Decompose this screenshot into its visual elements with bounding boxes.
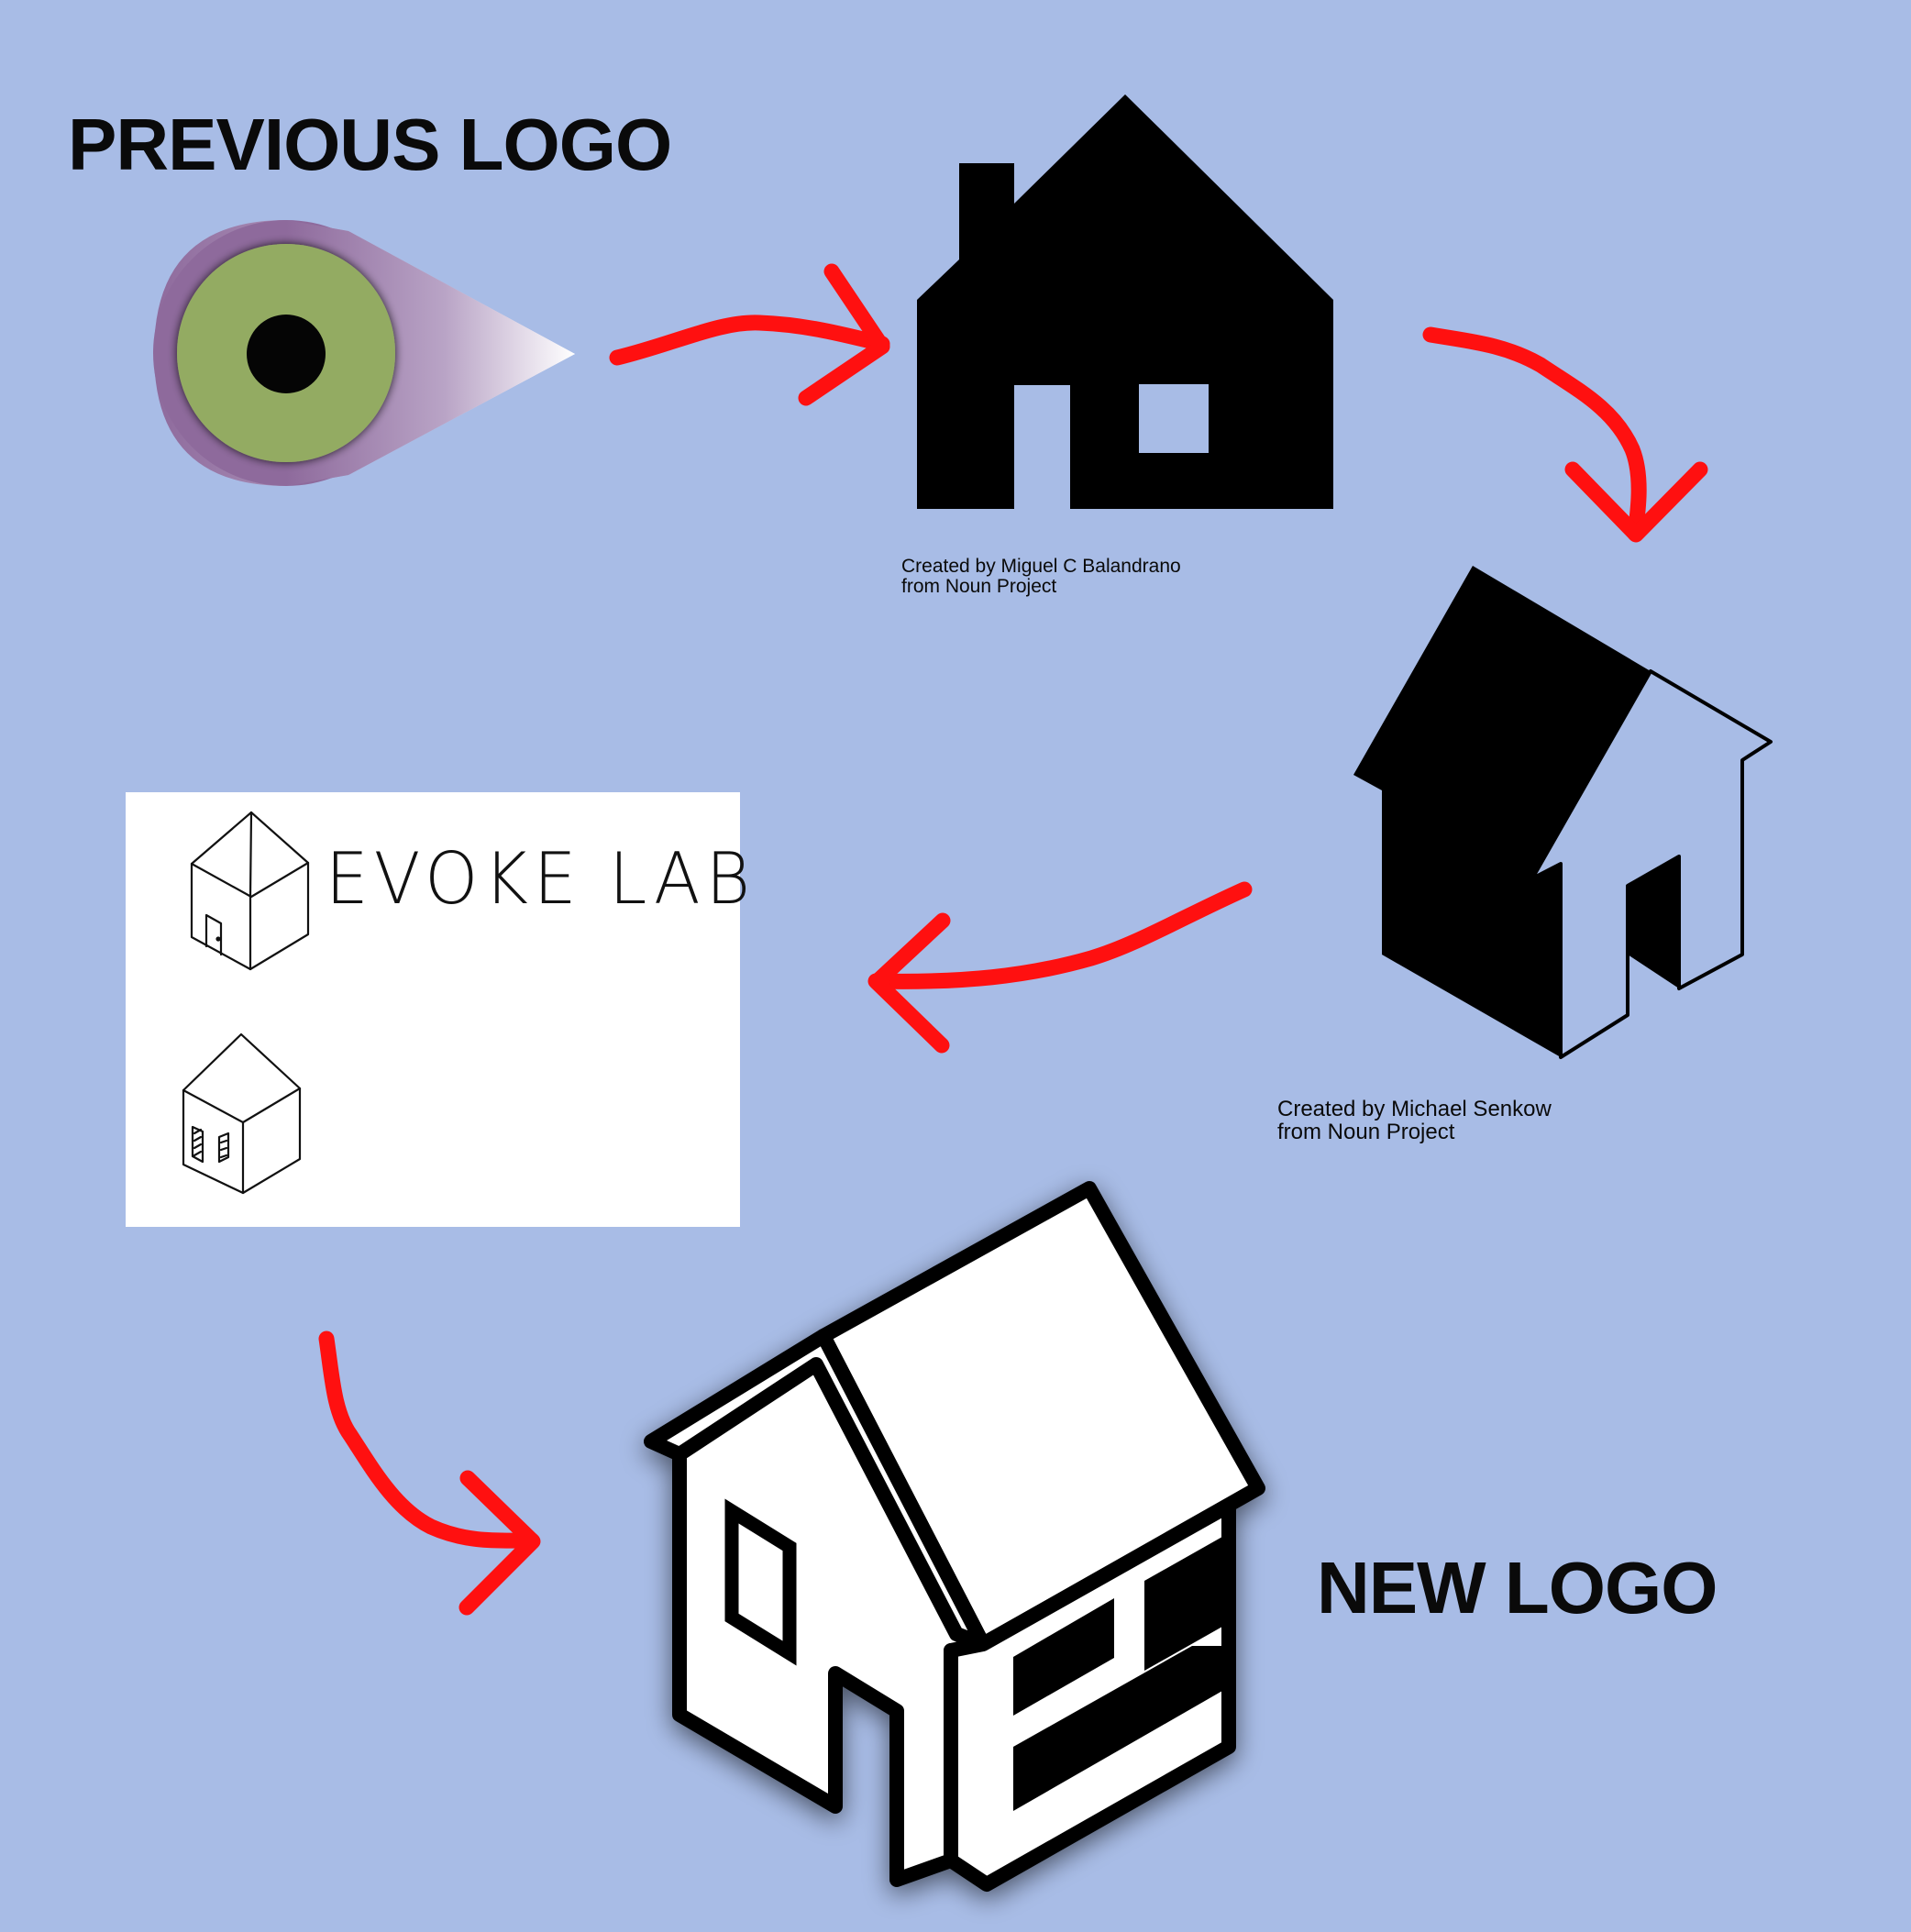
credit-line: from Noun Project [1277,1120,1455,1145]
house-silhouette-icon [917,94,1333,509]
sketch-card: EVOKE LAB [126,792,750,1227]
credit-line: Created by Michael Senkow [1277,1097,1552,1121]
new-logo-heading: NEW LOGO [1317,1547,1718,1628]
isometric-house-sketch-icon [182,811,310,1195]
isometric-house-icon [1353,566,1773,1059]
credit-house-2: Created by Michael Senkow from Noun Proj… [1277,1097,1552,1145]
new-logo-house-icon [644,1181,1265,1892]
arrow-icon [867,881,1253,1054]
credit-line: Created by Miguel C Balandrano [901,556,1181,577]
new-logo-house-details [724,1498,1229,1811]
credit-line: from Noun Project [901,576,1057,598]
previous-logo-heading: PREVIOUS LOGO [68,104,672,185]
sketch-handwritten-text: EVOKE LAB [326,837,757,922]
arrow-icon [609,263,890,406]
eye-logo-icon [153,220,575,486]
credit-house-1: Created by Miguel C Balandrano from Noun… [901,556,1181,598]
arrow-icon [1422,326,1708,543]
arrow-icon [318,1330,541,1616]
